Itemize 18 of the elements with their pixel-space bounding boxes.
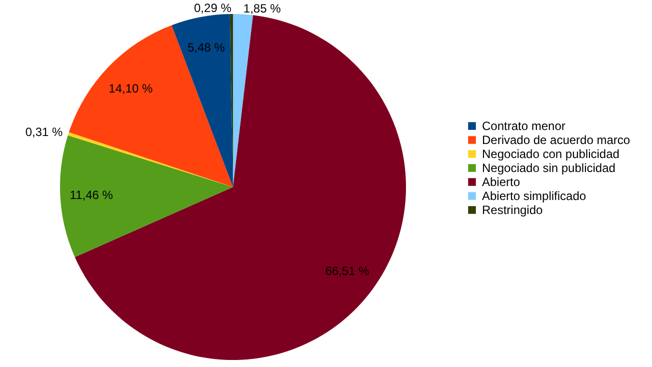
legend-label: Derivado de acuerdo marco — [482, 133, 630, 147]
legend-label: Negociado con publicidad — [482, 147, 620, 161]
pie-slice — [172, 14, 233, 187]
legend-label: Abierto — [482, 175, 520, 189]
data-label: 1,85 % — [243, 1, 282, 16]
data-label: 0,31 % — [25, 124, 64, 139]
data-label: 11,46 % — [70, 188, 114, 202]
data-label: 14,10 % — [108, 82, 154, 96]
pie-slice — [233, 14, 254, 187]
legend-label: Contrato menor — [482, 119, 566, 133]
data-label: 5,48 % — [187, 40, 226, 55]
pie-slice — [68, 25, 233, 187]
data-label: 0,29 % — [194, 1, 232, 16]
legend-label: Abierto simplificado — [482, 189, 586, 203]
legend-label: Negociado sin publicidad — [482, 161, 616, 175]
pie-slice — [60, 135, 233, 258]
data-label: 66,51 % — [325, 264, 370, 278]
legend-label: Restringido — [482, 203, 544, 217]
